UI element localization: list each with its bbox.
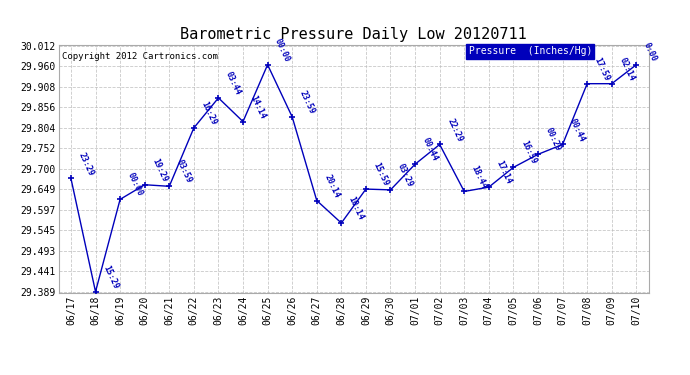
- Text: 10:14: 10:14: [347, 195, 366, 222]
- Text: 20:14: 20:14: [322, 172, 341, 199]
- Text: 17:14: 17:14: [494, 159, 513, 186]
- Text: 03:59: 03:59: [175, 159, 193, 185]
- Text: 23:59: 23:59: [297, 89, 317, 116]
- Text: 00:44: 00:44: [421, 136, 440, 163]
- Text: 00:44: 00:44: [568, 117, 586, 143]
- Text: 19:29: 19:29: [150, 157, 169, 183]
- Text: 00:29: 00:29: [544, 126, 562, 153]
- Title: Barometric Pressure Daily Low 20120711: Barometric Pressure Daily Low 20120711: [180, 27, 527, 42]
- Text: 15:29: 15:29: [101, 264, 120, 290]
- Text: 18:44: 18:44: [470, 164, 489, 190]
- Text: 0:00: 0:00: [642, 41, 658, 63]
- Text: Copyright 2012 Cartronics.com: Copyright 2012 Cartronics.com: [61, 53, 217, 62]
- Text: 00:00: 00:00: [273, 37, 292, 63]
- Text: 03:29: 03:29: [396, 162, 415, 189]
- Text: 23:29: 23:29: [77, 151, 95, 177]
- Text: 22:29: 22:29: [445, 117, 464, 143]
- Text: Pressure  (Inches/Hg): Pressure (Inches/Hg): [469, 46, 592, 56]
- Text: 14:14: 14:14: [248, 94, 267, 120]
- Text: 16:29: 16:29: [199, 100, 218, 126]
- Text: 02:14: 02:14: [618, 56, 636, 82]
- Text: 00:00: 00:00: [126, 171, 144, 198]
- Text: 17:59: 17:59: [593, 56, 611, 82]
- Text: 16:59: 16:59: [519, 140, 538, 166]
- Text: 03:44: 03:44: [224, 70, 243, 96]
- Text: 15:59: 15:59: [371, 161, 390, 188]
